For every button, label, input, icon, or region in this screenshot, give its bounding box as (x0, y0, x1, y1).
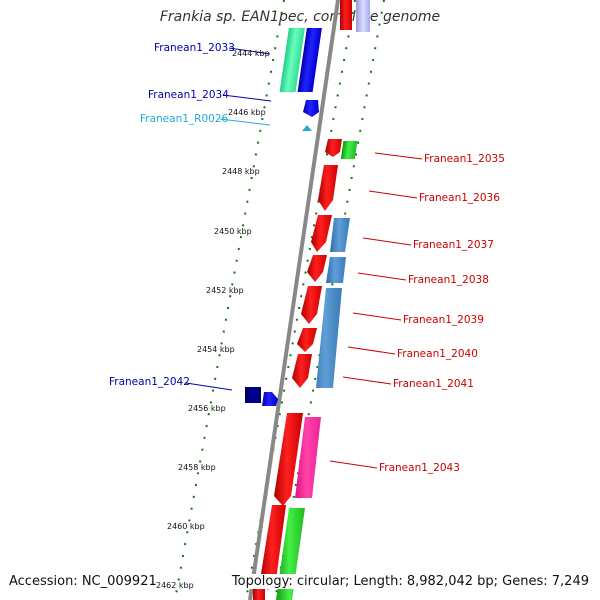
map-title: Frankia sp. EAN1pec, complete genome (159, 9, 441, 25)
gene-label-2035: Franean1_2035 (424, 153, 505, 165)
scale-label: 2448 kbp (222, 167, 260, 176)
scale-label: 2452 kbp (206, 286, 244, 295)
gene-label-r0026: Franean1_R0026 (140, 113, 228, 125)
scale-label: 2456 kbp (188, 404, 226, 413)
gene-feature (279, 28, 305, 92)
accession-text: Accession: NC_009921 (9, 574, 157, 589)
gene-label-2042: Franean1_2042 (109, 376, 190, 388)
gene-feature (297, 328, 317, 352)
gene-feature (297, 28, 322, 92)
gene-feature (340, 141, 358, 159)
scale-label: 2450 kbp (214, 227, 252, 236)
gene-label-2033: Franean1_2033 (154, 42, 235, 54)
scale-label: 2446 kbp (228, 108, 266, 117)
gene-feature (295, 417, 321, 498)
scale-label: 2462 kbp (156, 581, 194, 590)
reverse-strand-features (253, 28, 342, 600)
gene-feature (356, 0, 370, 32)
scale-label: 2444 kbp (232, 49, 270, 58)
gene-feature (245, 387, 261, 403)
gene-label-2040: Franean1_2040 (397, 348, 478, 360)
gene-label-2043: Franean1_2043 (379, 462, 460, 474)
gene-feature (330, 218, 350, 252)
gene-feature (326, 257, 346, 283)
gene-feature (274, 413, 303, 506)
scale-label: 2460 kbp (167, 522, 205, 531)
gene-label-2041: Franean1_2041 (393, 378, 474, 390)
gene-labels-right: Franean1_2035 Franean1_2036 Franean1_203… (379, 153, 505, 474)
genome-summary-text: Topology: circular; Length: 8,982,042 bp… (227, 574, 589, 589)
gene-feature (292, 354, 312, 388)
rna-feature (302, 125, 312, 131)
gene-feature (301, 286, 322, 324)
scale-label: 2454 kbp (197, 345, 235, 354)
scale-labels: 2444 kbp 2446 kbp 2448 kbp 2450 kbp 2452… (156, 49, 270, 590)
gene-label-2038: Franean1_2038 (408, 274, 489, 286)
gene-2042-features (245, 387, 278, 406)
gene-feature (260, 505, 286, 590)
gene-feature (325, 139, 342, 157)
gene-feature (340, 0, 352, 30)
gene-label-2034: Franean1_2034 (148, 89, 229, 101)
gene-label-2039: Franean1_2039 (403, 314, 484, 326)
gene-feature (311, 215, 332, 252)
forward-strand-features (276, 0, 370, 600)
gene-feature (318, 165, 338, 211)
leader-lines (185, 47, 423, 469)
gene-labels-left: Franean1_2033 Franean1_2034 Franean1_R00… (109, 42, 235, 388)
gene-label-2037: Franean1_2037 (413, 239, 494, 251)
scale-label: 2458 kbp (178, 463, 216, 472)
gene-feature (303, 100, 319, 117)
gene-label-2036: Franean1_2036 (419, 192, 500, 204)
gene-feature (307, 255, 327, 282)
gene-feature (311, 288, 342, 388)
genome-backbone (248, 0, 340, 600)
gene-feature (262, 392, 278, 406)
